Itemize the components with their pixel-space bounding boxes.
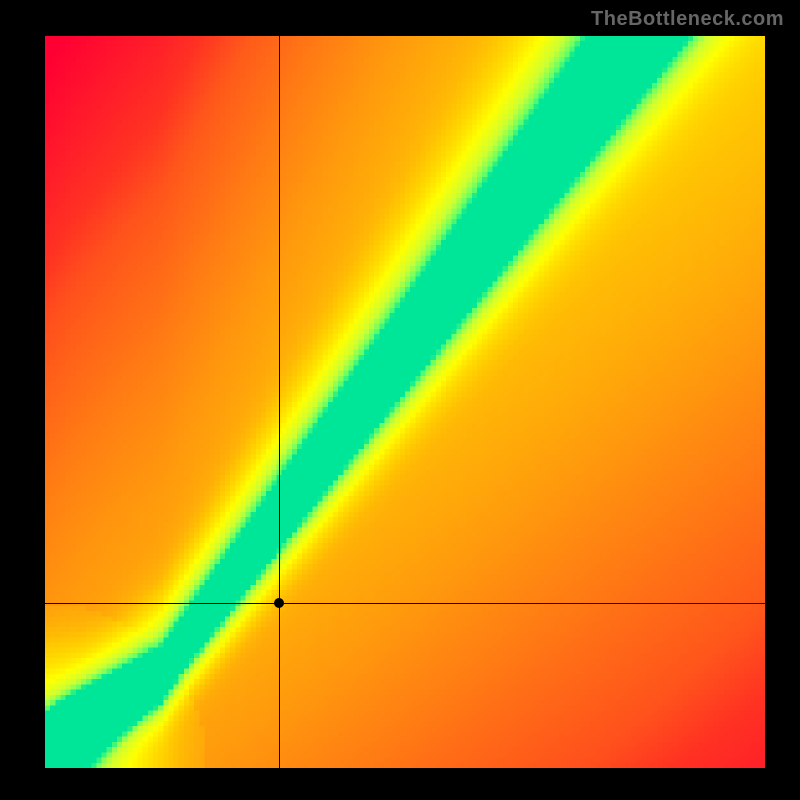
heatmap-canvas: [45, 36, 765, 768]
crosshair-vertical: [279, 36, 280, 768]
marker-dot: [274, 598, 284, 608]
root-container: TheBottleneck.com: [0, 0, 800, 800]
crosshair-horizontal: [45, 603, 765, 604]
watermark-text: TheBottleneck.com: [591, 8, 784, 31]
